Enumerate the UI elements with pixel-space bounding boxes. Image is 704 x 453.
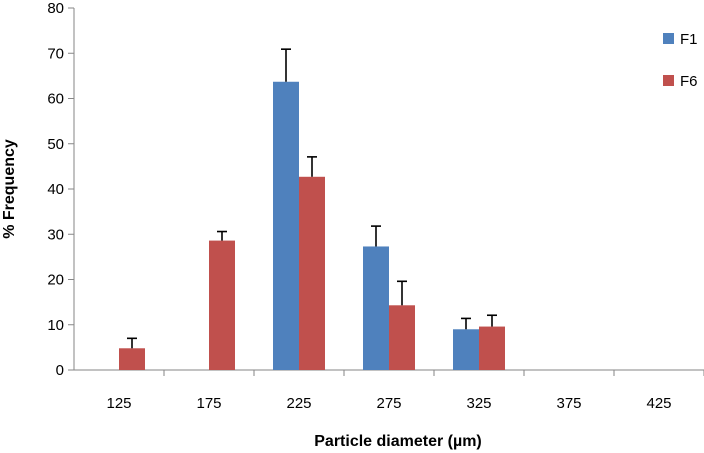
legend-label-f1: F1: [680, 31, 698, 48]
x-tick-label: 375: [556, 395, 581, 412]
y-tick-label: 0: [56, 362, 64, 379]
y-tick-label: 60: [47, 91, 64, 108]
bar-f1-275: [363, 246, 389, 370]
y-tick-label: 40: [47, 181, 64, 198]
x-tick-label: 175: [196, 395, 221, 412]
bar-f1-225: [273, 81, 299, 370]
x-tick-label: 125: [106, 395, 131, 412]
bar-f6-225: [299, 176, 325, 370]
bar-f6-275: [389, 305, 415, 370]
x-tick-label: 425: [646, 395, 671, 412]
bar-f1-325: [453, 329, 479, 370]
legend-swatch-f1: [663, 33, 674, 44]
y-tick-label: 20: [47, 272, 64, 289]
bar-f6-325: [479, 326, 505, 370]
x-tick-label: 225: [286, 395, 311, 412]
legend-swatch-f6: [663, 75, 674, 86]
legend: F1 F6: [663, 31, 698, 90]
x-tick-label: 275: [376, 395, 401, 412]
y-tick-label: 70: [47, 45, 64, 62]
x-tick-label: 325: [466, 395, 491, 412]
plot-area: 0 10 20 30 40 50 60 70 80 125 175 225 275 325 375 425: [47, 0, 704, 412]
bar-f6-175: [209, 240, 235, 370]
x-axis-title: Particle diameter (µm): [314, 433, 482, 450]
y-tick-label: 30: [47, 226, 64, 243]
bar-f6-125: [119, 348, 145, 370]
y-tick-label: 10: [47, 317, 64, 334]
legend-label-f6: F6: [680, 73, 698, 90]
y-tick-label: 80: [47, 0, 64, 17]
y-tick-label: 50: [47, 136, 64, 153]
y-axis-title: % Frequency: [1, 139, 18, 239]
